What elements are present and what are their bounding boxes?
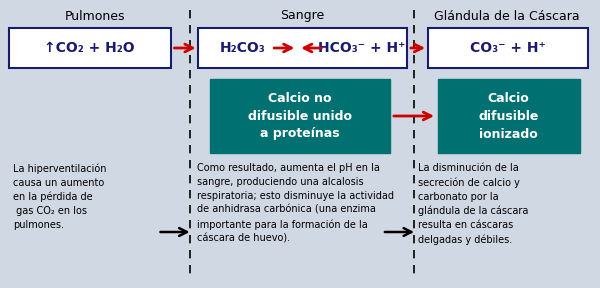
Text: Pulmones: Pulmones: [65, 10, 125, 22]
Text: La hiperventilación
causa un aumento
en la pérdida de
 gas CO₂ en los
pulmones.: La hiperventilación causa un aumento en …: [13, 163, 106, 230]
Text: Glándula de la Cáscara: Glándula de la Cáscara: [434, 10, 580, 22]
Text: Calcio
difusible
ionizado: Calcio difusible ionizado: [479, 92, 539, 141]
FancyBboxPatch shape: [211, 79, 390, 153]
FancyBboxPatch shape: [199, 28, 407, 68]
FancyBboxPatch shape: [9, 28, 170, 68]
Text: Como resultado, aumenta el pH en la
sangre, produciendo una alcalosis
respirator: Como resultado, aumenta el pH en la sang…: [197, 163, 394, 244]
FancyBboxPatch shape: [428, 28, 587, 68]
Text: CO₃⁻ + H⁺: CO₃⁻ + H⁺: [470, 41, 545, 55]
Text: Sangre: Sangre: [280, 10, 325, 22]
FancyBboxPatch shape: [438, 79, 580, 153]
Text: Calcio no
difusible unido
a proteínas: Calcio no difusible unido a proteínas: [248, 92, 352, 141]
Text: H₂CO₃: H₂CO₃: [220, 41, 265, 55]
Text: HCO₃⁻ + H⁺: HCO₃⁻ + H⁺: [319, 41, 406, 55]
Text: ↑CO₂ + H₂O: ↑CO₂ + H₂O: [44, 41, 135, 55]
Text: La disminución de la
secreción de calcio y
carbonato por la
glándula de la cásca: La disminución de la secreción de calcio…: [418, 163, 529, 245]
